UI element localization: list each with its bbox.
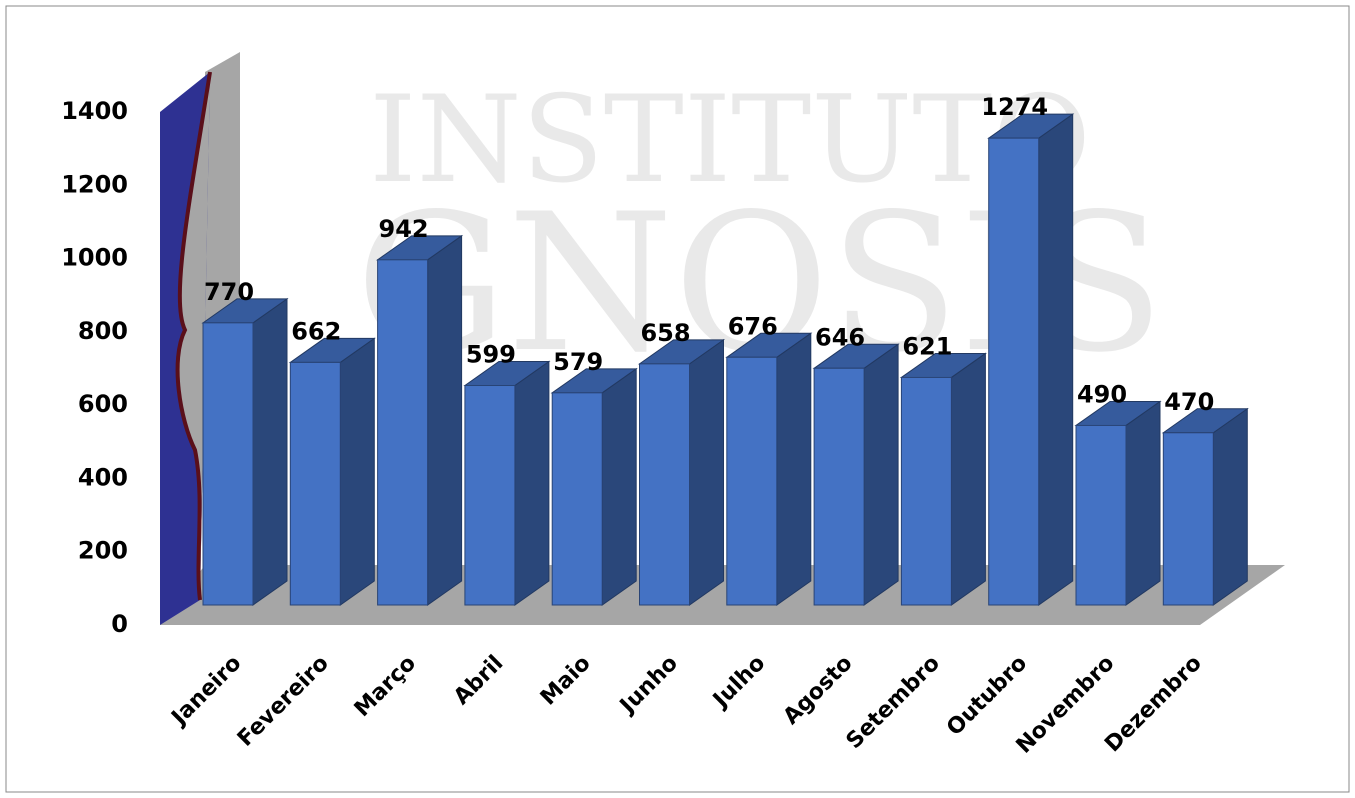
value-label: 646 <box>815 323 865 351</box>
value-label: 621 <box>902 332 952 360</box>
bar <box>1075 424 1127 606</box>
value-label: 942 <box>379 215 429 243</box>
bar-side <box>776 332 812 606</box>
y-tick-label: 1000 <box>61 244 128 272</box>
y-tick-label: 200 <box>78 537 128 565</box>
bar <box>464 385 516 606</box>
value-label: 490 <box>1077 380 1127 408</box>
value-label: 1274 <box>981 93 1048 121</box>
bar <box>1162 432 1214 606</box>
bar-side <box>1125 400 1161 606</box>
bar <box>551 392 603 606</box>
y-tick-label: 600 <box>78 390 128 418</box>
bar <box>202 322 254 606</box>
bar <box>988 137 1040 606</box>
bar-side <box>863 343 899 606</box>
watermark-line: INSTITUTO <box>369 71 1091 210</box>
value-label: 662 <box>291 317 341 345</box>
bar <box>289 361 341 606</box>
bar-side <box>339 337 375 606</box>
bar-side <box>1038 113 1074 606</box>
bar-side <box>950 352 986 606</box>
side-wall-silhouette <box>175 71 212 601</box>
value-label: 676 <box>728 312 778 340</box>
bar-side <box>514 360 550 606</box>
bar-side <box>1212 407 1248 606</box>
value-label: 579 <box>553 348 603 376</box>
bar-side <box>252 297 288 606</box>
bar-side <box>689 338 724 606</box>
bar <box>377 259 429 606</box>
y-tick-label: 400 <box>78 463 128 491</box>
y-tick-label: 0 <box>111 610 128 638</box>
value-label: 770 <box>204 278 254 306</box>
value-label: 470 <box>1164 388 1214 416</box>
bar <box>900 376 952 606</box>
y-tick-label: 1400 <box>61 97 128 125</box>
y-tick-label: 800 <box>78 317 128 345</box>
bar-side <box>427 234 463 606</box>
bar <box>639 363 690 606</box>
value-label: 599 <box>466 341 516 369</box>
bar-side <box>601 367 637 606</box>
bar <box>726 356 778 606</box>
bar <box>813 367 865 606</box>
y-tick-label: 1200 <box>61 170 128 198</box>
value-label: 658 <box>640 319 690 347</box>
